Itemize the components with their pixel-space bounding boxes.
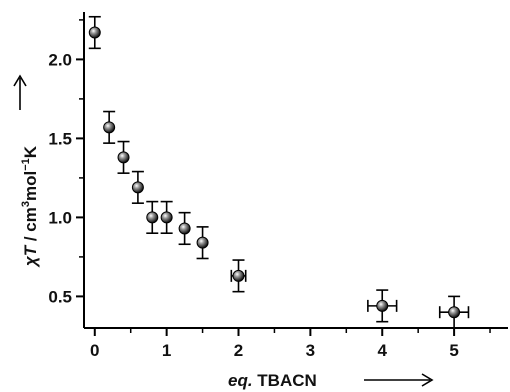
y-axis-unit-mol: mol [21, 171, 40, 201]
y-axis-title-group: χT / cm3mol−1K [20, 145, 40, 268]
data-point [103, 121, 116, 134]
y-tick-label: 1.5 [48, 129, 72, 148]
y-axis-sup-minus1: −1 [20, 158, 32, 171]
x-axis-arrow [364, 373, 434, 387]
y-tick-label: 2.0 [48, 50, 72, 69]
y-axis-unit-k: K [21, 145, 40, 158]
y-axis-title: χT / cm3mol−1K [20, 145, 40, 268]
x-tick-label: 4 [378, 341, 388, 360]
x-tick-label: 2 [234, 341, 243, 360]
x-tick-label: 0 [90, 341, 99, 360]
y-axis-arrow [13, 74, 27, 110]
y-axis-chi: χ [21, 255, 40, 268]
x-tick-label: 3 [306, 341, 315, 360]
x-axis-ticks: 0 1 2 3 4 5 [90, 328, 491, 360]
y-tick-label: 1.0 [48, 208, 72, 227]
data-point [88, 26, 101, 39]
x-axis-eq: eq. [228, 371, 253, 390]
data-point [448, 306, 461, 319]
x-tick-label: 5 [449, 341, 458, 360]
error-bars [88, 15, 470, 329]
data-point [232, 269, 245, 282]
x-axis-title: eq. TBACN [228, 371, 317, 390]
x-axis-tbacn: TBACN [253, 371, 317, 390]
y-tick-label: 0.5 [48, 287, 72, 306]
x-tick-label: 1 [162, 341, 171, 360]
data-point [146, 211, 159, 224]
data-point [178, 222, 191, 235]
y-axis-ticks: 0.5 1.0 1.5 2.0 [48, 19, 84, 306]
data-points [88, 26, 461, 319]
data-point [117, 151, 130, 164]
data-point [376, 299, 389, 312]
data-point [160, 211, 173, 224]
data-point [131, 181, 144, 194]
axes [83, 12, 508, 329]
y-axis-t: T [21, 244, 40, 256]
y-axis-sup-3: 3 [20, 201, 32, 207]
data-point [196, 236, 209, 249]
y-axis-unit-cm: / cm [21, 207, 40, 246]
